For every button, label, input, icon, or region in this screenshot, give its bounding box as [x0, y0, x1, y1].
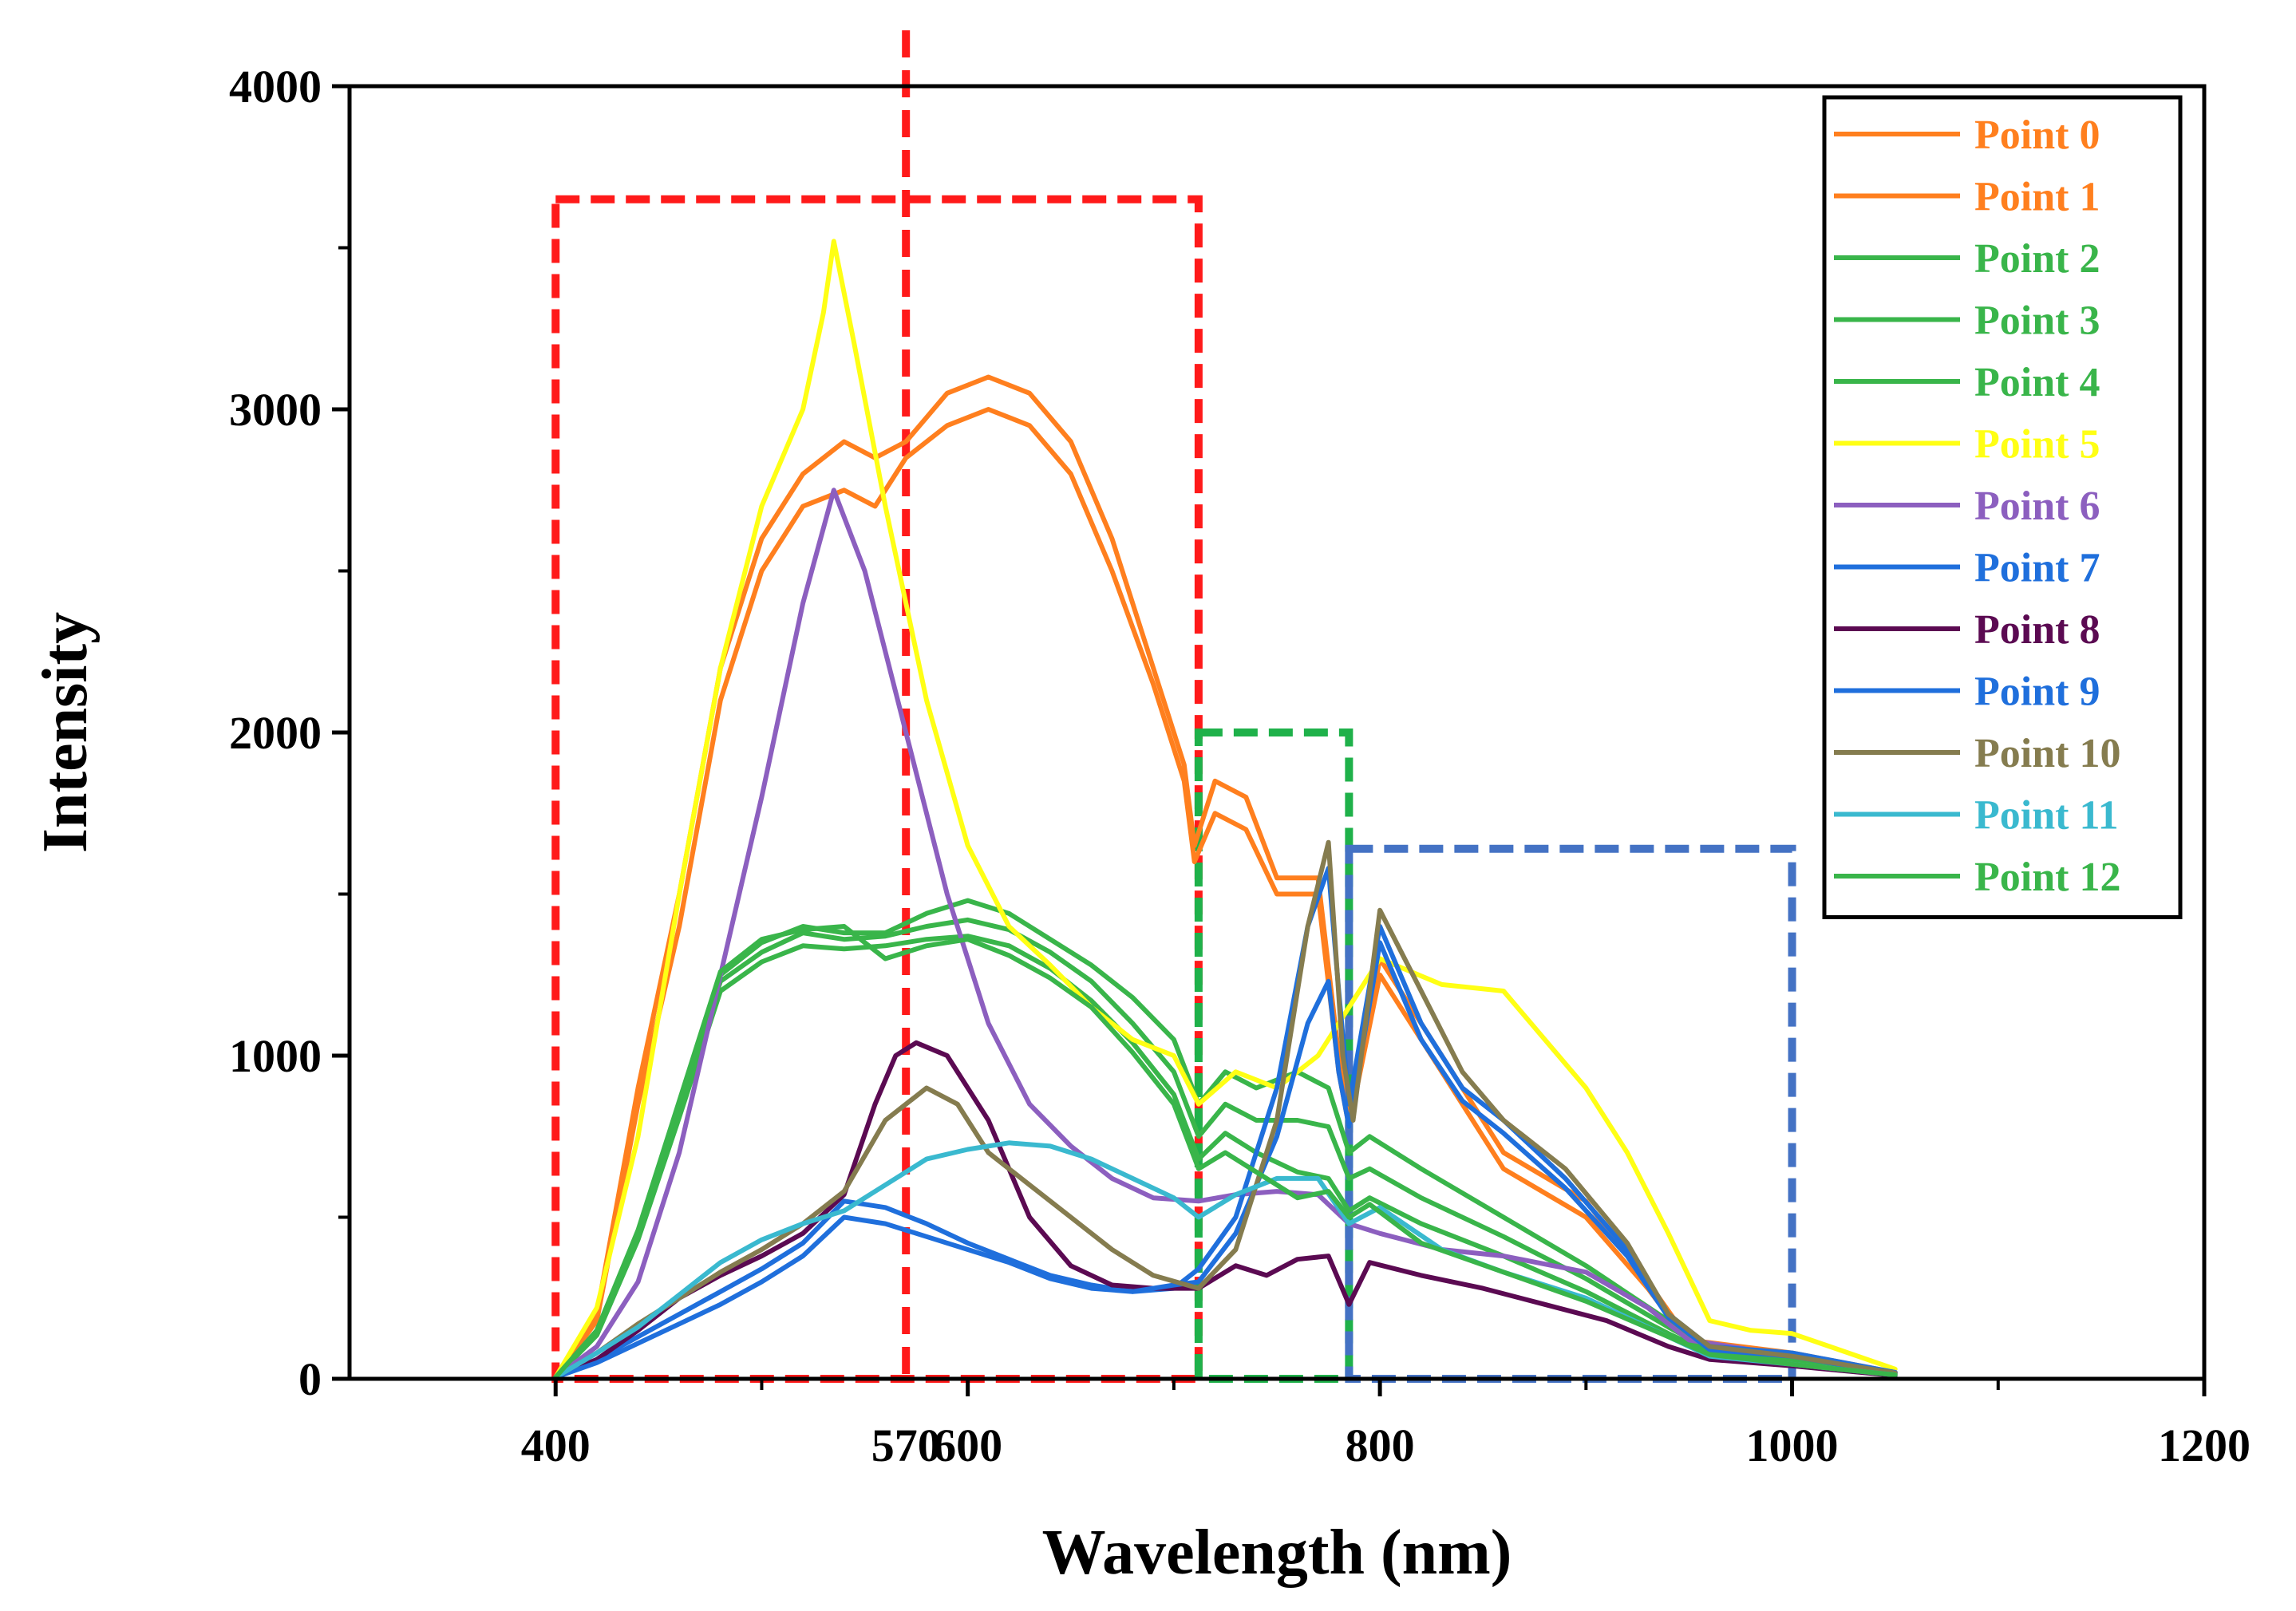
dashed-box-3	[1345, 844, 1796, 1384]
y-tick-label: 2000	[229, 707, 322, 759]
x-tick-label: 1000	[1746, 1419, 1839, 1471]
series-line-point-2	[553, 898, 1898, 1380]
y-tick-label: 1000	[229, 1030, 322, 1082]
legend-label: Point 4	[1974, 360, 2100, 405]
x-axis-title: Wavelength (nm)	[1042, 1518, 1512, 1588]
series-line-point-5	[553, 239, 1898, 1380]
legend: Point 0 Point 1 Point 2 Point 3 Point 4 Point…	[1822, 95, 2183, 919]
x-tick-label: 1200	[2158, 1419, 2251, 1471]
x-tick-label: 600	[933, 1419, 1002, 1471]
legend-label: Point 0	[1974, 113, 2100, 158]
legend-label: Point 8	[1974, 607, 2100, 653]
y-tick-label: 0	[298, 1353, 322, 1405]
legend-label: Point 12	[1974, 855, 2120, 900]
series-line-point-3	[553, 917, 1898, 1380]
legend-label: Point 11	[1974, 793, 2119, 839]
legend-label: Point 9	[1974, 669, 2100, 715]
annotations	[551, 30, 1796, 1384]
y-tick-label: 4000	[229, 61, 322, 113]
y-tick-label: 3000	[229, 384, 322, 436]
series-layer	[553, 239, 1898, 1380]
series-line-point-10	[553, 839, 1898, 1380]
legend-label: Point 7	[1974, 546, 2100, 591]
series-line-point-4	[553, 934, 1898, 1380]
legend-label: Point 5	[1974, 422, 2100, 468]
legend-label: Point 2	[1974, 236, 2100, 282]
x-tick-label: 800	[1346, 1419, 1415, 1471]
legend-label: Point 10	[1974, 731, 2120, 776]
series-line-point-0	[553, 374, 1898, 1380]
series-line-point-1	[553, 407, 1898, 1380]
series-line-point-6	[553, 488, 1898, 1380]
dashed-box-2	[1194, 729, 1353, 1383]
legend-label: Point 1	[1974, 175, 2100, 220]
legend-label: Point 6	[1974, 484, 2100, 529]
x-tick-label: 570	[871, 1419, 941, 1471]
x-tick-label: 400	[521, 1419, 591, 1471]
series-line-point-7	[553, 866, 1898, 1380]
y-axis-title: Intensity	[30, 612, 101, 853]
series-line-point-12	[553, 924, 1898, 1380]
series-line-point-8	[553, 1040, 1898, 1380]
series-line-point-9	[553, 940, 1898, 1380]
legend-label: Point 3	[1974, 298, 2100, 344]
